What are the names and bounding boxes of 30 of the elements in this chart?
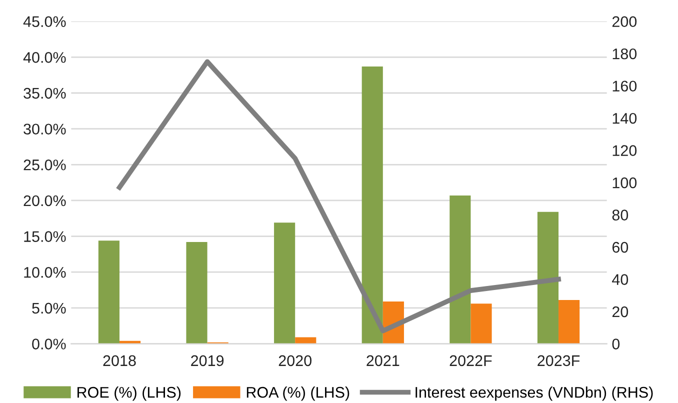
x-tick-label: 2023F [538, 355, 580, 366]
y2-tick-label: 20 [612, 306, 628, 318]
y-tick-label: 15.0% [24, 231, 66, 242]
y-tick-label: 25.0% [24, 160, 66, 170]
y2-tick-label: 140 [612, 112, 637, 124]
legend-label: ROA (%) (LHS) [246, 386, 350, 401]
y2-tick-label: 200 [612, 16, 637, 28]
y-tick-label: 30.0% [24, 124, 66, 135]
y-tick-label: 20.0% [24, 195, 66, 206]
legend-label: Interest eexpenses (VNDbn) (RHS) [416, 386, 653, 401]
x-tick-label: 2020 [278, 355, 312, 366]
y-tick-label: 40.0% [23, 52, 66, 63]
x-tick-label: 2018 [103, 355, 136, 366]
y2-tick-label: 60 [612, 242, 628, 253]
x-tick-label: 2021 [366, 355, 400, 366]
y2-tick-label: 0 [612, 338, 620, 350]
y2-tick-label: 40 [612, 274, 628, 285]
y2-tick-label: 160 [612, 80, 637, 92]
y-tick-label: 0.0% [32, 338, 66, 350]
y-tick-label: 10.0% [24, 266, 66, 278]
y2-tick-label: 180 [612, 48, 637, 60]
x-tick-label: 2022F [450, 355, 492, 366]
y-tick-label: 5.0% [32, 302, 66, 314]
y-tick-label: 45.0% [23, 16, 66, 28]
y2-tick-label: 120 [612, 145, 637, 156]
y-tick-label: 35.0% [24, 88, 66, 99]
x-tick-label: 2019 [191, 355, 224, 366]
y2-tick-label: 100 [612, 177, 637, 188]
y2-tick-label: 80 [612, 210, 628, 220]
legend-label: ROE (%) (LHS) [78, 386, 181, 401]
